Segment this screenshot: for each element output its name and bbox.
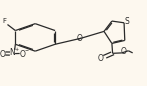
Text: O: O [77,34,82,43]
Text: O: O [98,54,104,63]
Text: O: O [19,50,25,59]
Text: O: O [0,50,6,59]
Text: +: + [14,47,19,52]
Text: N: N [10,48,15,57]
Text: O: O [121,47,127,56]
Text: −: − [24,48,28,53]
Text: F: F [2,18,6,24]
Text: S: S [125,17,130,26]
